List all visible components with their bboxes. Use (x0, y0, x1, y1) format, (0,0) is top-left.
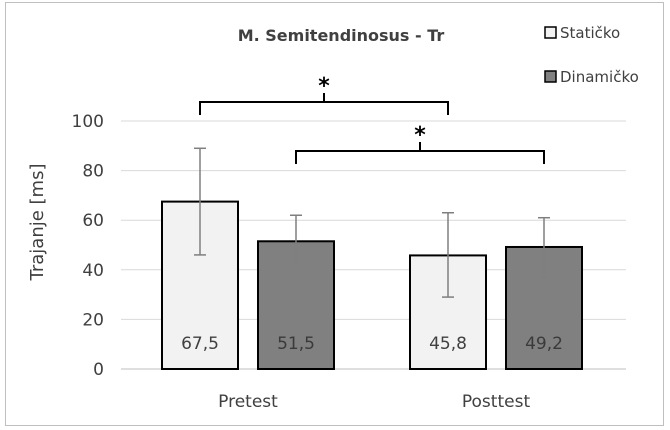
chart-canvas: M. Semitendinosus - Tr 67,5 51,5 45,8 49,2 … (27, 24, 639, 412)
bars: 67,5 51,5 45,8 49,2 (161, 200, 583, 370)
error-bars (194, 147, 550, 298)
y-axis-title: Trajanje [ms] (27, 164, 48, 282)
data-label: 67,5 (181, 334, 219, 354)
y-tick-label: 80 (82, 162, 104, 182)
x-categories: Pretest Posttest (218, 392, 530, 412)
chart-frame: M. Semitendinosus - Tr 67,5 51,5 45,8 49,2 … (5, 2, 664, 426)
data-label: 49,2 (525, 334, 563, 354)
legend-swatch (544, 26, 557, 39)
legend-swatch (544, 70, 557, 83)
x-category-label: Posttest (462, 392, 531, 412)
y-tick-label: 100 (72, 112, 104, 132)
legend-label: Dinamičko (560, 68, 639, 86)
significance-star: * (318, 74, 330, 99)
significance-star: * (414, 123, 426, 148)
y-tick-label: 40 (82, 261, 104, 281)
x-category-label: Pretest (218, 392, 278, 412)
data-label: 51,5 (277, 334, 315, 354)
y-tick-label: 0 (93, 360, 104, 380)
significance-brackets: ** (199, 74, 545, 164)
y-tick-label: 60 (82, 211, 104, 231)
y-tick-label: 20 (82, 310, 104, 330)
chart-title: M. Semitendinosus - Tr (238, 26, 445, 45)
data-label: 45,8 (429, 334, 467, 354)
legend-label: Statičko (560, 24, 620, 42)
y-ticks: 0 20 40 60 80 100 (72, 112, 104, 380)
legend: Statičko Dinamičko (544, 24, 639, 86)
significance-bracket (295, 142, 545, 164)
significance-bracket (199, 93, 449, 115)
